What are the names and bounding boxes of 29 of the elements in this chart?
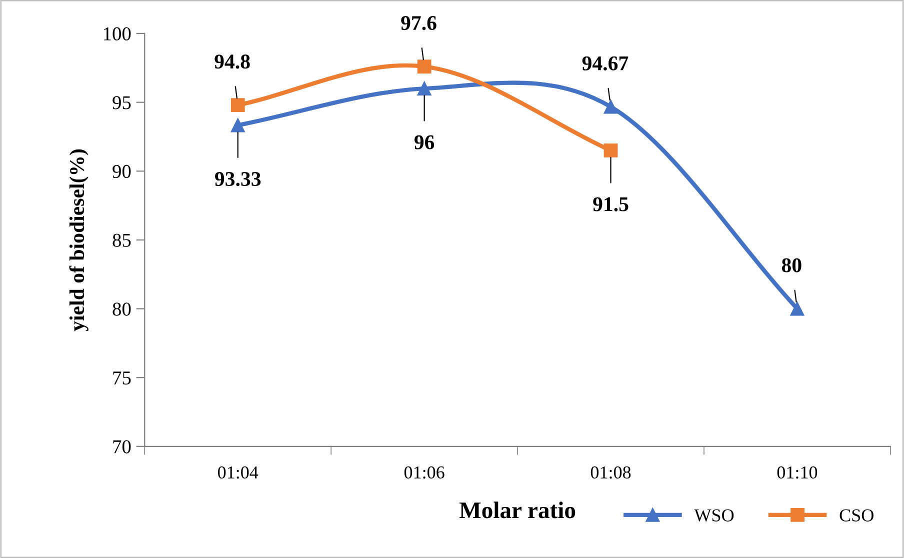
legend-label: CSO [840,509,874,522]
x-tick-label: 01:04 [218,466,258,479]
y-tick-label: 75 [113,372,131,385]
y-tick-label: 90 [112,164,131,178]
point [417,60,432,74]
point [604,100,618,114]
y-tick-label: 100 [104,27,131,40]
point [230,118,245,132]
data-label: 94.67 [582,56,628,70]
x-tick-label: 01:06 [404,466,444,479]
data-label: 91.5 [593,197,628,212]
x-tick-label: 01:08 [590,466,631,479]
data-label: 93.33 [214,172,261,186]
x-tick-label: 01:10 [777,466,818,479]
point [417,82,432,96]
point [604,144,618,158]
y-tick-label: 80 [112,302,131,316]
legend-label: WSO [694,509,734,522]
data-label: 94.8 [214,54,250,69]
point [230,98,245,112]
y-tick-label: 70 [113,440,131,454]
point [790,302,804,316]
y-axis-title: yield of biodiesel(%) [69,149,88,332]
y-tick-label: 95 [112,96,131,110]
data-label: 80 [782,258,802,272]
data-label: 97.6 [401,16,436,30]
x-axis-title: Molar ratio [459,502,576,518]
y-tick-label: 85 [112,234,131,247]
data-label: 96 [414,135,434,150]
